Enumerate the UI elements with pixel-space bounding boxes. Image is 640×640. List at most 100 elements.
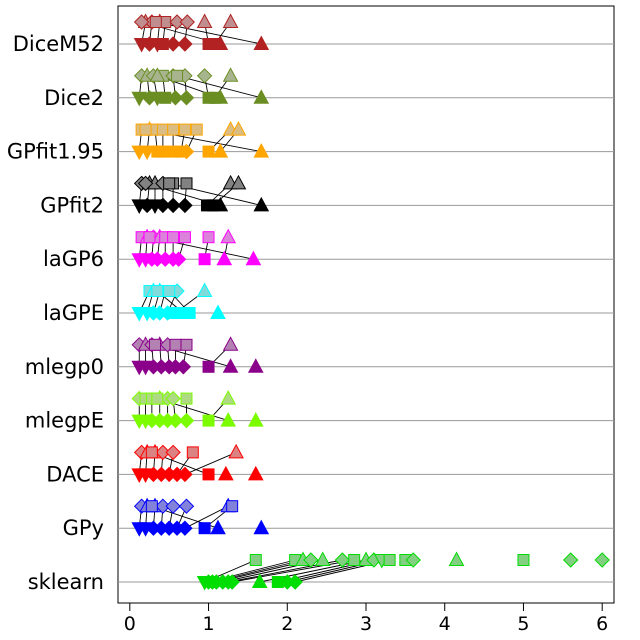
before-point	[137, 175, 154, 192]
after-point	[202, 145, 215, 158]
after-point	[247, 358, 264, 373]
before-point	[303, 552, 319, 568]
series-GPfit2	[131, 174, 270, 214]
before-point	[178, 498, 195, 514]
before-point	[167, 231, 180, 244]
before-point	[169, 338, 182, 351]
after-point	[139, 145, 155, 161]
before-point	[171, 69, 184, 82]
before-point	[133, 14, 150, 30]
before-point	[169, 14, 185, 30]
before-point	[151, 285, 164, 297]
before-point	[145, 500, 158, 513]
after-point	[216, 250, 233, 266]
series-laGP6	[131, 228, 262, 268]
after-point	[178, 412, 195, 429]
before-point	[165, 390, 181, 407]
before-point	[314, 551, 331, 566]
before-point	[222, 13, 239, 28]
before-point	[139, 123, 152, 136]
after-point	[220, 412, 237, 427]
before-point	[167, 123, 180, 136]
series-DACE	[131, 443, 264, 483]
after-point	[177, 36, 193, 52]
after-point	[251, 573, 268, 588]
after-point	[210, 519, 226, 535]
y-tick-label: mlegp0	[25, 355, 104, 379]
y-tick-label: sklearn	[28, 570, 104, 594]
before-point	[155, 444, 171, 461]
after-point	[183, 307, 196, 319]
before-point	[196, 282, 213, 297]
y-tick-label: laGPE	[43, 301, 104, 325]
after-point	[253, 35, 270, 50]
before-point	[149, 67, 166, 82]
before-point	[179, 14, 195, 30]
before-point	[517, 554, 530, 566]
before-point	[228, 443, 244, 459]
after-point	[247, 465, 264, 481]
after-point	[245, 250, 262, 266]
before-point	[180, 338, 193, 351]
after-point	[177, 197, 193, 214]
after-point	[287, 574, 303, 590]
before-point	[196, 68, 213, 84]
x-tick-label: 4	[439, 613, 451, 635]
x-tick-label: 2	[281, 613, 293, 635]
x-tick-label: 6	[596, 613, 608, 635]
before-point	[220, 390, 237, 405]
before-point	[230, 121, 247, 136]
y-tick-label: Dice2	[44, 86, 104, 110]
after-point	[167, 412, 184, 429]
connector-line	[176, 75, 262, 99]
before-point	[163, 177, 176, 190]
x-tick-label: 3	[360, 613, 372, 635]
before-point	[222, 336, 239, 351]
before-point	[186, 446, 199, 459]
before-point	[180, 177, 193, 190]
after-point	[210, 304, 226, 319]
after-point	[253, 519, 270, 535]
before-point	[348, 554, 361, 566]
before-point	[178, 231, 191, 244]
y-axis-labels: DiceM52 Dice2 GPfit1.95 GPfit2 laGP6 laGPE mle…	[7, 32, 104, 594]
after-point	[178, 90, 195, 106]
before-point	[230, 174, 247, 190]
before-point	[149, 338, 162, 351]
y-tick-label: GPy	[63, 516, 104, 540]
after-point	[131, 91, 148, 107]
before-point	[163, 285, 176, 297]
y-tick-label: DiceM52	[13, 32, 104, 56]
series-laGPE	[131, 282, 226, 322]
data-points	[131, 13, 610, 591]
x-tick-label: 5	[517, 613, 529, 635]
y-tick-label: DACE	[46, 462, 104, 486]
after-point	[253, 143, 270, 158]
series-Dice2	[131, 67, 270, 107]
before-point	[202, 231, 215, 244]
y-tick-label: mlegpE	[25, 409, 104, 433]
after-point	[177, 520, 193, 536]
after-point	[198, 522, 211, 535]
y-tick-label: laGP6	[43, 247, 104, 271]
after-point	[212, 143, 229, 158]
after-point	[178, 143, 195, 160]
series-GPfit1.95	[131, 121, 270, 161]
x-tick-label: 1	[202, 613, 214, 635]
after-point	[222, 358, 239, 373]
after-point	[165, 197, 181, 214]
after-point	[202, 414, 215, 427]
after-point	[253, 89, 270, 104]
series-GPy	[131, 497, 270, 537]
connector-line	[184, 451, 237, 475]
before-point	[196, 13, 213, 28]
after-point	[224, 574, 240, 590]
connector-line	[184, 505, 229, 529]
series-DiceM52	[133, 13, 270, 53]
before-point	[143, 231, 156, 244]
y-tick-label: GPfit2	[40, 193, 104, 217]
after-point	[175, 359, 192, 375]
before-point	[155, 498, 171, 514]
plot-area	[117, 5, 615, 604]
after-point	[170, 251, 187, 267]
